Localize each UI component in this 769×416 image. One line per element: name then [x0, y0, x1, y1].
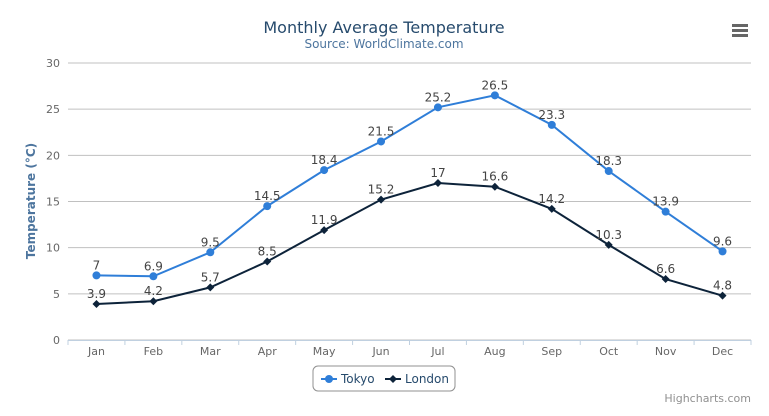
data-point — [661, 207, 670, 216]
data-label: 26.5 — [482, 78, 509, 92]
y-tick-label: 0 — [53, 334, 60, 347]
y-tick-label: 15 — [46, 196, 60, 209]
x-tick-label: Jul — [430, 345, 444, 358]
data-label: 4.8 — [713, 279, 732, 293]
credits-link[interactable]: Highcharts.com — [664, 392, 751, 405]
y-tick-label: 25 — [46, 103, 60, 116]
data-label: 10.3 — [595, 228, 622, 242]
data-label: 18.4 — [311, 153, 338, 167]
legend-item-london[interactable]: London — [385, 372, 449, 386]
data-point — [718, 291, 727, 300]
data-label: 14.2 — [538, 192, 565, 206]
data-label: 7 — [93, 258, 101, 272]
data-label: 23.3 — [538, 108, 565, 122]
x-tick-label: Jan — [87, 345, 105, 358]
data-point — [490, 182, 499, 191]
data-point — [263, 257, 272, 266]
series-tokyo: 7 6.9 9.5 14.5 18.4 21.5 25.2 26.5 23.3 18.3 13.9 9… — [92, 78, 732, 281]
x-tick-label: Apr — [258, 345, 278, 358]
data-label: 8.5 — [258, 245, 277, 259]
data-point — [263, 202, 272, 211]
hamburger-menu-icon — [732, 24, 748, 37]
series-line — [96, 182, 723, 305]
data-label: 16.6 — [482, 170, 509, 184]
data-point — [547, 204, 556, 213]
data-label: 17 — [430, 166, 445, 180]
data-point — [433, 179, 442, 188]
legend-label: London — [405, 372, 449, 386]
menu-button[interactable] — [728, 18, 752, 40]
data-point — [92, 271, 101, 280]
y-tick-label: 20 — [46, 149, 60, 162]
data-point — [433, 103, 442, 112]
x-tick-label: Nov — [655, 345, 677, 358]
data-label: 11.9 — [311, 213, 338, 227]
x-tick-label: May — [313, 345, 336, 358]
y-tick-label: 30 — [46, 57, 60, 70]
data-label: 9.6 — [713, 234, 732, 248]
data-label: 3.9 — [87, 287, 106, 301]
y-tick-label: 10 — [46, 242, 60, 255]
y-axis-label: Temperature (°C) — [24, 143, 38, 259]
data-point — [718, 247, 727, 256]
data-point — [377, 195, 386, 204]
data-label: 4.2 — [144, 284, 163, 298]
x-tick-label: Mar — [200, 345, 221, 358]
data-point — [547, 120, 556, 129]
data-label: 6.6 — [656, 262, 675, 276]
data-point — [604, 167, 613, 176]
data-point — [320, 226, 329, 235]
data-label: 25.2 — [425, 90, 452, 104]
data-label: 5.7 — [201, 270, 220, 284]
x-tick-label: Sep — [541, 345, 562, 358]
legend: Tokyo London — [312, 365, 456, 392]
data-point — [149, 297, 158, 306]
series-london: 3.9 4.2 5.7 8.5 11.9 15.2 17 16.6 14.2 10.3 6.6 4.8 — [87, 166, 732, 308]
x-tick-label: Oct — [599, 345, 619, 358]
data-point — [206, 248, 215, 257]
legend-label: Tokyo — [340, 372, 375, 386]
data-label: 18.3 — [595, 154, 622, 168]
y-tick-label: 5 — [53, 288, 60, 301]
data-point — [661, 275, 670, 284]
x-tick-label: Jun — [371, 345, 389, 358]
data-point — [490, 91, 499, 100]
legend-item-tokyo[interactable]: Tokyo — [321, 372, 375, 386]
data-label: 13.9 — [652, 195, 679, 209]
data-point — [149, 272, 158, 281]
x-tick-label: Feb — [144, 345, 163, 358]
data-point — [377, 137, 386, 146]
series-line — [96, 94, 724, 278]
x-tick-label: Dec — [712, 345, 733, 358]
data-point — [92, 299, 101, 308]
data-point — [320, 166, 329, 175]
data-label: 15.2 — [368, 183, 395, 197]
chart-title: Monthly Average Temperature — [263, 18, 504, 37]
data-label: 14.5 — [254, 189, 281, 203]
data-label: 6.9 — [144, 259, 163, 273]
chart-subtitle: Source: WorldClimate.com — [304, 37, 463, 51]
data-point — [206, 283, 215, 292]
data-point — [604, 240, 613, 249]
data-label: 9.5 — [201, 235, 220, 249]
x-tick-label: Aug — [484, 345, 505, 358]
data-label: 21.5 — [368, 124, 395, 138]
